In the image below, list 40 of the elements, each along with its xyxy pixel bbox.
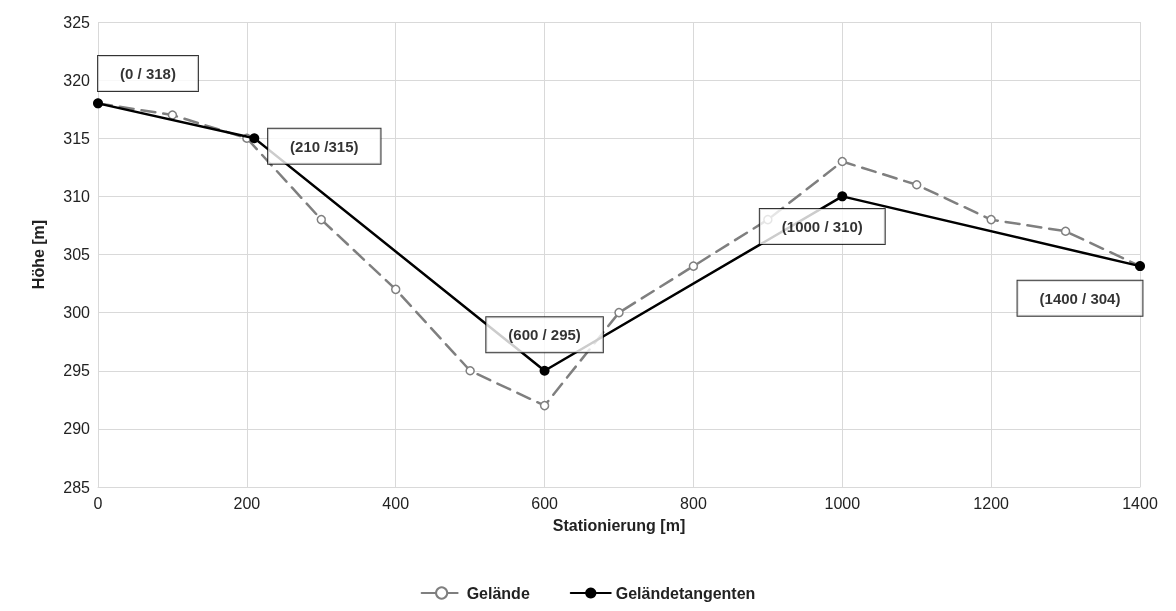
point: [837, 191, 848, 202]
x-tick-label: 1000: [824, 494, 861, 512]
point: [167, 110, 178, 120]
annotation: (210 /315): [290, 137, 359, 155]
x-tick-label: 800: [680, 494, 707, 512]
point: [316, 214, 327, 225]
x-axis-title: Stationierung [m]: [552, 516, 686, 534]
y-tick-label: 305: [63, 246, 91, 263]
point: [911, 180, 922, 190]
x-tick-label: 1200: [973, 494, 1010, 512]
y-tick-label: 300: [63, 304, 91, 322]
x-tick-label: 0: [93, 494, 103, 512]
point: [249, 133, 260, 144]
y-tick-label: 290: [63, 420, 91, 438]
annotation: (0 / 318): [120, 64, 176, 82]
y-tick-label: 285: [63, 478, 91, 496]
y-tick-label: 325: [63, 13, 91, 31]
point: [539, 400, 550, 411]
y-tick-label: 315: [63, 129, 91, 147]
point: [614, 307, 624, 318]
x-tick-label: 600: [531, 494, 559, 512]
point: [539, 365, 550, 376]
legend-label: Geländetangenten: [615, 584, 756, 602]
y-tick-label: 295: [63, 362, 91, 380]
x-tick-label: 400: [382, 494, 410, 512]
point: [1060, 226, 1071, 236]
y-tick-label: 320: [63, 71, 91, 89]
point: [465, 366, 475, 376]
x-tick-label: 200: [233, 494, 261, 512]
x-tick-label: 1400: [1122, 494, 1158, 512]
point: [390, 284, 401, 295]
point: [688, 261, 699, 271]
y-axis-title: Höhe [m]: [29, 219, 47, 290]
legend-label: Gelände: [466, 584, 530, 602]
annotation: (1000 / 310): [781, 217, 863, 235]
point: [986, 214, 996, 225]
annotation: (1400 / 304): [1039, 289, 1121, 307]
y-tick-label: 310: [63, 187, 91, 205]
point: [837, 156, 848, 167]
annotation: (600 / 295): [508, 326, 581, 344]
